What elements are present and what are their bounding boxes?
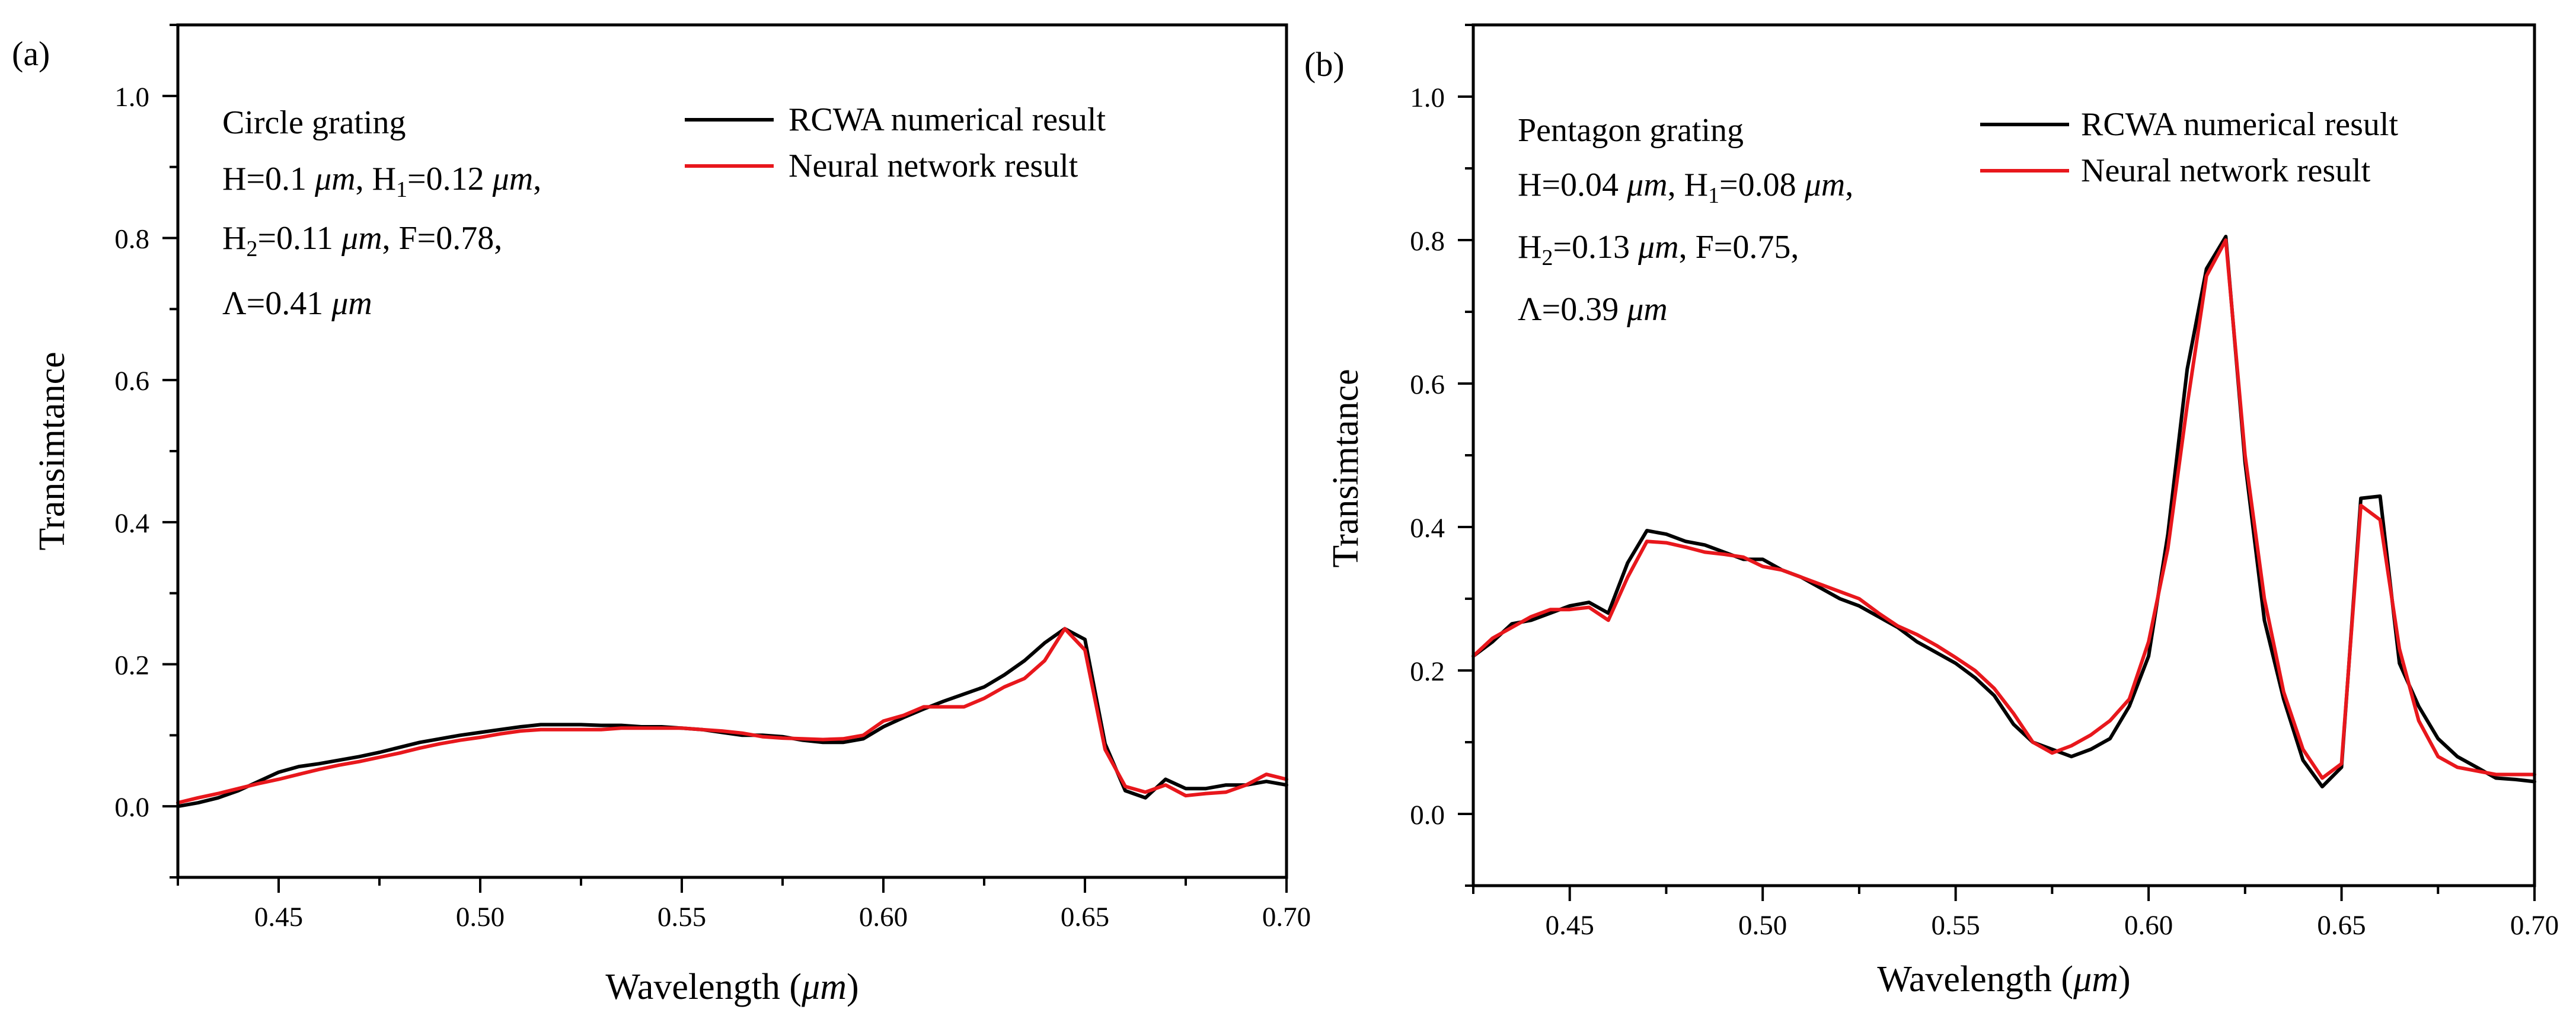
plot-area: 0.45 0.50 0.55 0.60 0.65 0.70 0.0 0.2 0.4 0.6 0.8 1… <box>1410 23 2559 941</box>
series-line-neural-network <box>1471 238 2536 780</box>
y-tick-label: 0.8 <box>114 224 149 255</box>
annotation-segment: , <box>533 161 541 197</box>
legend-label-network: Neural network result <box>789 148 1078 184</box>
x-tick-label: 0.55 <box>1932 910 1980 941</box>
annotation-segment: μm <box>1804 167 1846 203</box>
plot-frame <box>1471 23 2536 887</box>
y-tick-label: 0.2 <box>114 650 149 681</box>
legend-label-numerical: RCWA numerical result <box>2081 106 2398 143</box>
annotation-segment: =0.11 <box>257 220 341 257</box>
x-tick-label: 0.70 <box>1262 902 1311 932</box>
x-axis-title: Wavelength (μm) <box>605 967 858 1007</box>
y-tick-label: 1.0 <box>1410 82 1445 113</box>
panel-label: (b) <box>1304 45 1345 84</box>
panel-label: (a) <box>12 34 50 73</box>
y-tick-label: 0.2 <box>1410 656 1445 687</box>
y-tick-label: 0.6 <box>114 366 149 397</box>
y-tick-label: 0.4 <box>1410 513 1445 544</box>
annotation-line-1: H=0.04 μm, H1=0.08 μm, <box>1518 167 1853 208</box>
annotation-segment: 2 <box>1541 245 1553 270</box>
annotation-segment: , F=0.78, <box>382 220 503 257</box>
annotation-segment: μm <box>1637 229 1679 266</box>
y-axis-title: Transimtance <box>32 352 72 550</box>
annotation-segment: =0.12 <box>407 161 493 197</box>
annotation-line-2: H2=0.13 μm, F=0.75, <box>1518 229 1799 270</box>
annotation-segment: , F=0.75, <box>1679 229 1799 266</box>
annotation-segment: μm <box>341 220 382 257</box>
annotation-segment: μm <box>1626 167 1668 203</box>
x-tick-label: 0.60 <box>859 902 908 932</box>
x-tick-label: 0.70 <box>2510 910 2559 941</box>
x-tick-label: 0.45 <box>1546 910 1594 941</box>
x-tick-label: 0.65 <box>1061 902 1109 932</box>
chart-panel-a: (a) 0.45 0.50 0.55 0.60 0.65 0.70 0.0 0.2 0.4 0.6… <box>12 23 1311 1007</box>
x-tick-label: 0.55 <box>657 902 706 932</box>
annotation-segment: Λ=0.39 <box>1518 291 1627 328</box>
x-axis-title: Wavelength (μm) <box>1877 959 2130 999</box>
annotation-segment: 1 <box>396 177 407 202</box>
annotation-segment: Λ=0.41 <box>222 285 331 322</box>
annotation-segment: H <box>1518 229 1541 266</box>
x-tick-label: 0.65 <box>2317 910 2366 941</box>
legend: RCWA numerical result Neural network res… <box>685 101 1106 184</box>
x-tick-label: 0.50 <box>456 902 505 932</box>
annotation-line-3: Λ=0.39 μm <box>1518 291 1668 328</box>
annotation-segment: μm <box>331 285 372 322</box>
y-tick-label: 0.4 <box>114 508 149 539</box>
annotation-segment: , <box>1845 167 1853 203</box>
y-tick-label: 0.8 <box>1410 226 1445 257</box>
annotation-title: Pentagon grating <box>1518 112 1744 149</box>
annotation-line-3: Λ=0.41 μm <box>222 285 372 322</box>
annotation-segment: , H <box>1668 167 1708 203</box>
plot-frame <box>176 23 1288 879</box>
x-tick-label: 0.45 <box>254 902 303 932</box>
y-tick-label: 0.0 <box>114 792 149 823</box>
annotation-segment: μm <box>314 161 356 197</box>
annotation-segment: μm <box>492 161 534 197</box>
series-line-neural-network <box>176 627 1288 805</box>
annotation-line-1: H=0.1 μm, H1=0.12 μm, <box>222 161 541 202</box>
chart-panel-b: (b) 0.45 0.50 0.55 0.60 0.65 0.70 0.0 0.2 0.4 0.6… <box>1304 23 2559 999</box>
annotation-segment: H <box>222 220 246 257</box>
legend: RCWA numerical result Neural network res… <box>1980 106 2398 189</box>
x-tick-label: 0.50 <box>1738 910 1787 941</box>
annotation-segment: 2 <box>246 237 257 261</box>
legend-label-numerical: RCWA numerical result <box>789 101 1106 138</box>
annotation-segment: μm <box>1626 291 1668 328</box>
x-tick-label: 0.60 <box>2124 910 2173 941</box>
y-tick-label: 0.0 <box>1410 800 1445 831</box>
annotation-segment: H=0.1 <box>222 161 315 197</box>
plot-area: 0.45 0.50 0.55 0.60 0.65 0.70 0.0 0.2 0.4 0.6 0.8 1… <box>114 23 1311 932</box>
y-axis-title: Transimtance <box>1326 369 1366 567</box>
y-tick-label: 0.6 <box>1410 369 1445 400</box>
y-tick-label: 1.0 <box>114 82 149 113</box>
annotation-segment: 1 <box>1708 183 1719 208</box>
legend-label-network: Neural network result <box>2081 152 2371 189</box>
annotation-segment: H=0.04 <box>1518 167 1627 203</box>
annotation-segment: =0.13 <box>1553 229 1638 266</box>
annotation-segment: =0.08 <box>1719 167 1805 203</box>
annotation-title: Circle grating <box>222 104 406 141</box>
annotation-segment: , H <box>356 161 396 197</box>
annotation-line-2: H2=0.11 μm, F=0.78, <box>222 220 502 261</box>
